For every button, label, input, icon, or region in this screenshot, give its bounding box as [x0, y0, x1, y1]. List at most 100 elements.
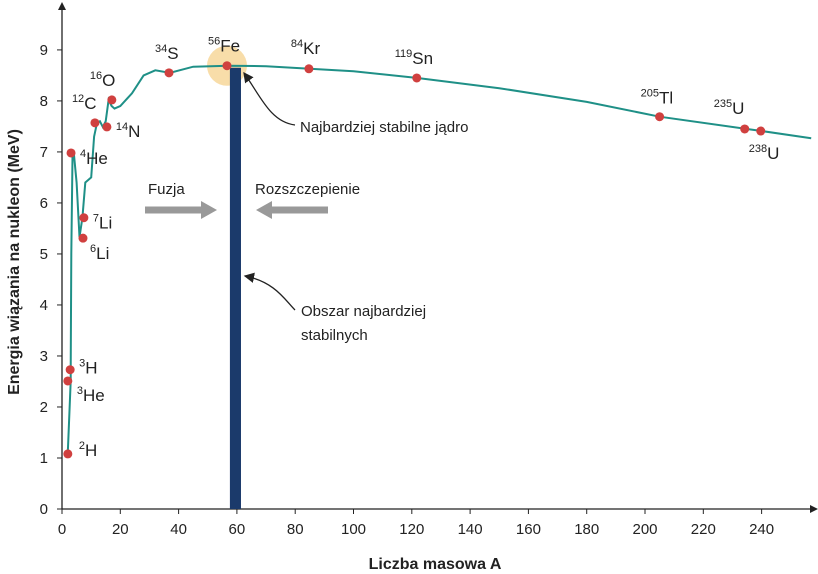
x-tick-label: 180: [574, 521, 599, 538]
x-tick-label: 160: [516, 521, 541, 538]
callout-label: Obszar najbardziej: [301, 303, 426, 320]
y-tick-label: 3: [40, 348, 48, 365]
point: [222, 61, 232, 71]
element-symbol: H: [85, 359, 97, 378]
mass-number: 3: [77, 385, 83, 397]
point: [79, 213, 89, 223]
point-label: 3He: [77, 385, 105, 405]
point: [756, 126, 766, 136]
element-symbol: U: [767, 144, 779, 163]
fusion-arrow-head: [201, 201, 217, 219]
x-tick-label: 200: [632, 521, 657, 538]
y-tick-label: 4: [40, 297, 48, 314]
y-axis-label: Energia wiązania na nukleon (MeV): [6, 129, 23, 395]
point-label: 34S: [155, 43, 179, 63]
y-tick-label: 1: [40, 450, 48, 467]
x-axis-label: Liczba masowa A: [369, 556, 502, 573]
point-label: 14N: [116, 121, 141, 141]
x-tick-label: 60: [229, 521, 246, 538]
x-tick-label: 140: [458, 521, 483, 538]
x-tick-label: 100: [341, 521, 366, 538]
y-tick-label: 2: [40, 399, 48, 416]
point-label: 6Li: [90, 243, 109, 263]
point: [63, 376, 73, 386]
element-symbol: N: [128, 122, 140, 141]
x-arrow: [810, 505, 818, 513]
mass-number: 119: [395, 48, 413, 60]
mass-number: 12: [72, 93, 84, 105]
mass-number: 6: [90, 243, 96, 255]
point-label: 235U: [714, 98, 745, 118]
point: [90, 118, 100, 128]
element-symbol: He: [83, 386, 105, 405]
callout-arrow: [243, 71, 296, 126]
element-symbol: Li: [99, 214, 112, 233]
element-symbol: Fe: [220, 37, 240, 56]
element-symbol: H: [85, 441, 97, 460]
point-label: 238U: [749, 143, 780, 163]
point-label: 4He: [80, 148, 108, 168]
point: [412, 73, 422, 83]
y-tick-label: 7: [40, 144, 48, 161]
x-tick-label: 40: [170, 521, 187, 538]
callout-label: Najbardziej stabilne jądro: [300, 119, 468, 136]
point: [65, 365, 75, 375]
x-tick-label: 20: [112, 521, 129, 538]
element-symbol: S: [167, 44, 178, 63]
plot: 0 20 40 60 80 100 120 140 160 180 200 220 2400123456…: [40, 36, 812, 538]
point-label: 12C: [72, 93, 97, 113]
mass-number: 238: [749, 143, 767, 155]
fusion-label: Fuzja: [148, 181, 185, 198]
x-tick-label: 220: [691, 521, 716, 538]
callout-label: stabilnych: [301, 327, 368, 344]
point-label: 84Kr: [291, 38, 321, 58]
point: [655, 112, 665, 122]
fission-label: Rozszczepienie: [255, 181, 360, 198]
point-label: 3H: [79, 358, 97, 378]
mass-number: 205: [641, 88, 659, 100]
point-label: 7Li: [93, 213, 112, 233]
mass-number: 2: [79, 440, 85, 452]
point: [78, 233, 88, 243]
mass-number: 235: [714, 98, 732, 110]
element-symbol: O: [102, 71, 115, 90]
y-tick-label: 5: [40, 246, 48, 263]
mass-number: 34: [155, 43, 167, 55]
point-label: 56Fe: [208, 36, 240, 56]
mass-number: 3: [79, 358, 85, 370]
mass-number: 56: [208, 36, 220, 48]
point-label: 205Tl: [641, 88, 674, 108]
y-tick-label: 8: [40, 93, 48, 110]
point: [164, 68, 174, 78]
x-tick-label: 120: [399, 521, 424, 538]
point: [66, 148, 76, 158]
point: [102, 122, 112, 132]
mass-number: 16: [90, 70, 102, 82]
point-label: 2H: [79, 440, 97, 460]
element-symbol: Li: [96, 244, 109, 263]
element-symbol: U: [732, 99, 744, 118]
x-tick-label: 0: [58, 521, 66, 538]
element-symbol: Kr: [303, 39, 320, 58]
element-symbol: Tl: [659, 89, 673, 108]
x-tick-label: 80: [287, 521, 304, 538]
callout-arrow: [243, 272, 296, 311]
point: [63, 449, 73, 459]
element-symbol: C: [84, 94, 96, 113]
point: [304, 64, 314, 74]
point: [107, 95, 117, 105]
y-tick-label: 9: [40, 42, 48, 59]
fission-arrow-head: [256, 201, 272, 219]
y-tick-label: 0: [40, 501, 48, 518]
stable-band: [229, 67, 241, 509]
mass-number: 14: [116, 121, 128, 133]
mass-number: 4: [80, 148, 86, 160]
x-tick-label: 240: [749, 521, 774, 538]
element-symbol: Sn: [412, 49, 433, 68]
mass-number: 7: [93, 213, 99, 225]
point: [740, 124, 750, 134]
element-symbol: He: [86, 149, 108, 168]
y-arrow: [58, 2, 66, 10]
mass-number: 84: [291, 38, 303, 50]
